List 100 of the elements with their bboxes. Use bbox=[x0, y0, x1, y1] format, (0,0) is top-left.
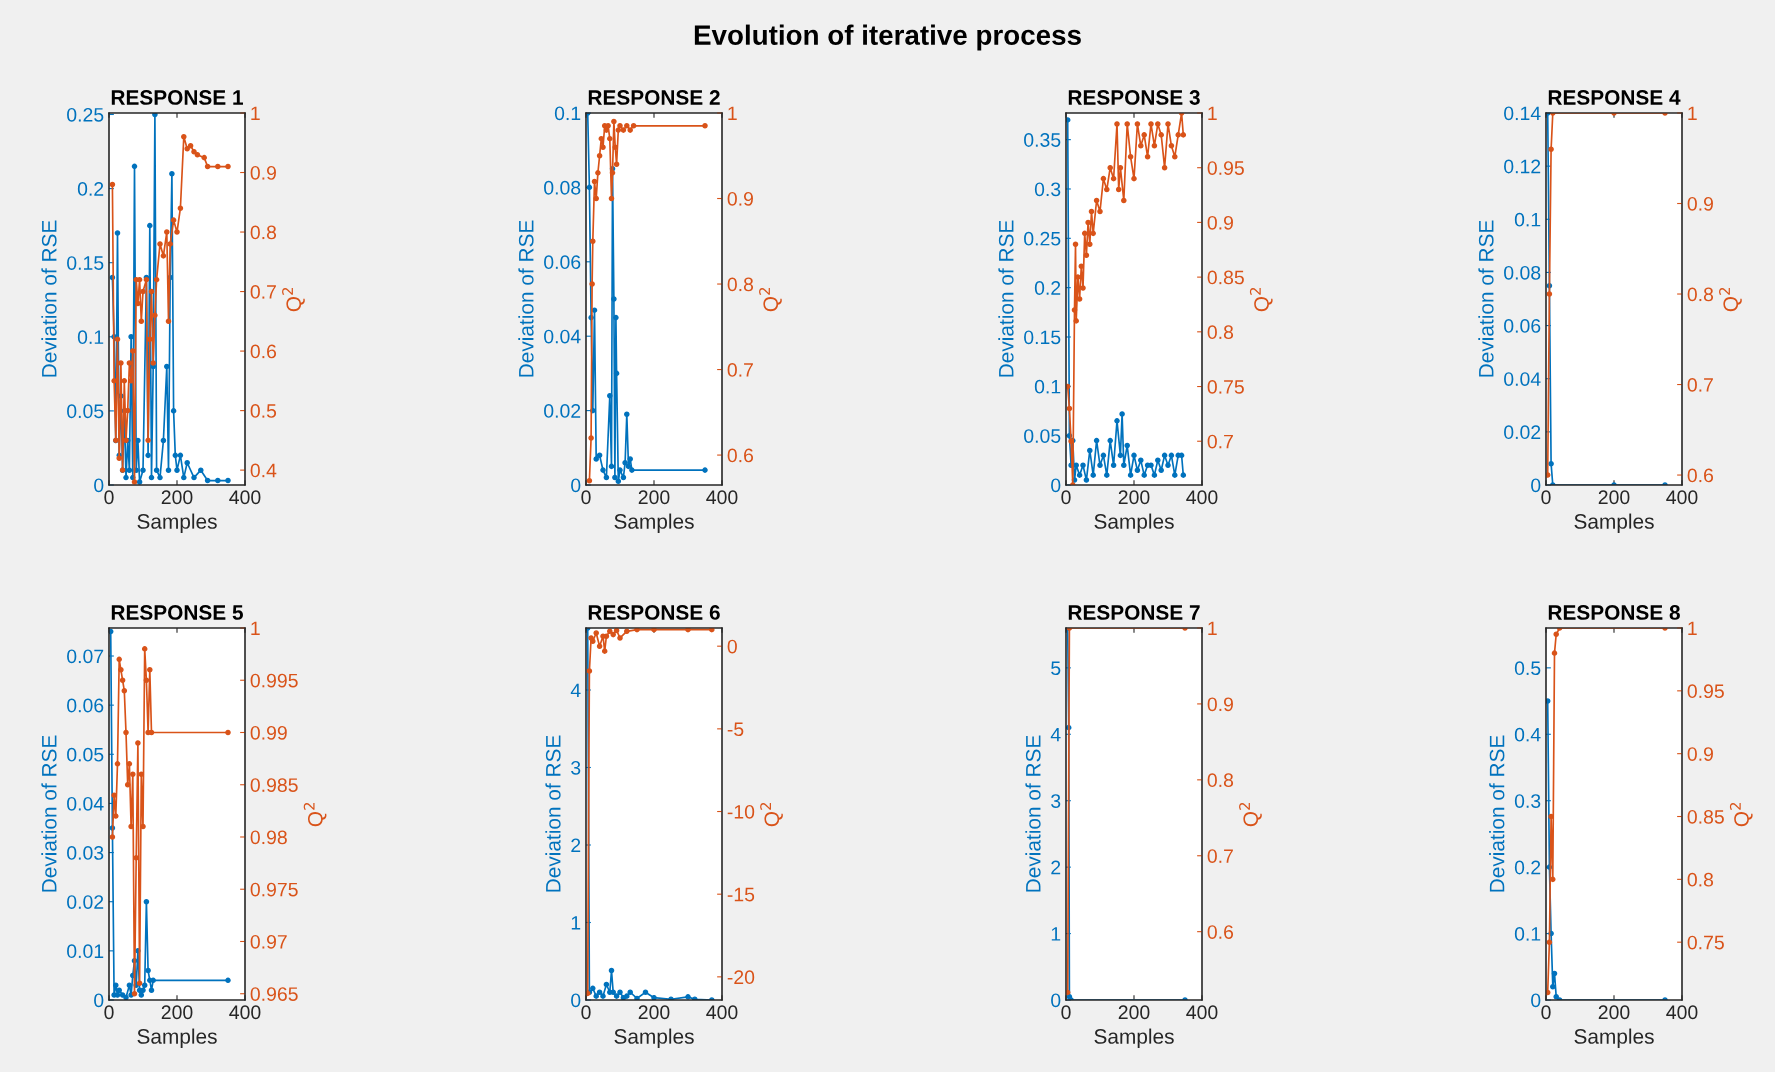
y2-tick-label: 0.7 bbox=[727, 363, 753, 377]
y-tick-label: 0.2 bbox=[1034, 281, 1061, 295]
chart-title: RESPONSE 6 bbox=[588, 605, 720, 620]
y2-tick-label: 1 bbox=[1208, 621, 1217, 636]
y2-tick-label: 0.965 bbox=[250, 987, 298, 1001]
y2-tick-label: 0.9 bbox=[1687, 196, 1713, 211]
y-tick-label: 1 bbox=[1051, 927, 1061, 941]
y2-tick-label: 0.995 bbox=[250, 673, 298, 688]
y-tick-label: 0.1 bbox=[77, 330, 104, 345]
x-tick-label: 400 bbox=[1186, 490, 1218, 505]
y2-tick-label: 1 bbox=[251, 621, 260, 636]
y2-tick-label: 0.85 bbox=[1207, 270, 1244, 285]
y2-tick-label: 0.98 bbox=[250, 830, 287, 845]
chart-title: RESPONSE 1 bbox=[111, 90, 243, 105]
x-tick-label: 200 bbox=[161, 490, 193, 505]
y-tick-label: 0.1 bbox=[1514, 927, 1541, 941]
y2-tick-label: 0.9 bbox=[250, 165, 276, 180]
y-tick-label: 0.1 bbox=[554, 106, 581, 121]
y-axis-title: Deviation of RSE bbox=[518, 220, 534, 377]
y-tick-label: 0.02 bbox=[67, 895, 104, 909]
y2-tick-label: 0.8 bbox=[1687, 872, 1714, 887]
y-axis-title: Deviation of RSE bbox=[998, 220, 1014, 377]
y-tick-label: 0 bbox=[571, 993, 581, 1008]
y-tick-label: 0.07 bbox=[67, 649, 104, 664]
y2-tick-label: 0.8 bbox=[1687, 287, 1714, 302]
x-tick-label: 0 bbox=[1541, 1005, 1551, 1020]
y2-tick-label: 0.7 bbox=[250, 285, 276, 299]
y-tick-label: 0.08 bbox=[544, 180, 581, 195]
y-tick-label: 0.25 bbox=[67, 107, 104, 122]
x-axis-title: Samples bbox=[137, 1028, 217, 1048]
y2-tick-label: 0.7 bbox=[1687, 378, 1713, 392]
text: Evolution of iterative process bbox=[694, 24, 1081, 51]
y-tick-label: 0.4 bbox=[1514, 727, 1541, 742]
y-tick-label: 0 bbox=[1051, 993, 1061, 1008]
y-tick-label: 0.06 bbox=[544, 255, 581, 270]
y-tick-label: 4 bbox=[1050, 727, 1061, 742]
y-tick-label: 0.04 bbox=[1504, 372, 1541, 386]
y2-tick-label: 0.9 bbox=[1207, 215, 1233, 230]
y-tick-label: 0.3 bbox=[1034, 182, 1061, 197]
x-tick-label: 200 bbox=[161, 1005, 193, 1020]
y-tick-label: 1 bbox=[571, 916, 581, 930]
y2-tick-label: -10 bbox=[727, 804, 755, 819]
x-tick-label: 200 bbox=[638, 1005, 670, 1020]
x-tick-label: 400 bbox=[229, 490, 261, 505]
y-tick-label: 0 bbox=[94, 993, 104, 1008]
y-tick-label: 2 bbox=[571, 838, 581, 853]
chart-title: RESPONSE 5 bbox=[111, 605, 243, 620]
y-tick-label: 0.04 bbox=[544, 329, 581, 344]
y2-axis-title: Q$^{2}$ bbox=[1249, 288, 1273, 312]
y2-tick-label: 0.985 bbox=[250, 778, 298, 792]
x-axis-title: Samples bbox=[137, 513, 217, 533]
y-tick-label: 0.12 bbox=[1504, 159, 1541, 174]
x-tick-label: 400 bbox=[706, 490, 738, 505]
x-tick-label: 0 bbox=[1061, 490, 1071, 505]
y-tick-label: 0 bbox=[1531, 478, 1541, 493]
x-axis-title: Samples bbox=[614, 513, 694, 533]
y2-tick-label: 0.8 bbox=[250, 225, 277, 240]
y2-tick-label: 1 bbox=[1688, 106, 1697, 121]
y2-axis-title: Q$^{2}$ bbox=[1729, 803, 1753, 827]
x-axis-title: Samples bbox=[1094, 513, 1174, 533]
y2-tick-label: 0.97 bbox=[250, 934, 287, 949]
y2-axis-title: Q$^{2}$ bbox=[1239, 803, 1262, 827]
y2-tick-label: 0.7 bbox=[1207, 849, 1233, 863]
y-tick-label: 0 bbox=[94, 478, 104, 493]
y2-tick-label: 0 bbox=[727, 639, 737, 654]
y-axis-title: Deviation of RSE bbox=[41, 735, 57, 892]
x-tick-label: 200 bbox=[1598, 490, 1630, 505]
y-tick-label: 0.5 bbox=[1514, 661, 1541, 676]
y2-axis-title: Q$^{2}$ bbox=[303, 803, 327, 827]
y2-tick-label: 1 bbox=[251, 106, 260, 121]
y2-tick-label: 0.7 bbox=[1207, 434, 1233, 449]
x-tick-label: 0 bbox=[1541, 490, 1551, 505]
x-axis-title: Samples bbox=[1094, 1028, 1174, 1048]
y-axis-title: Deviation of RSE bbox=[545, 735, 561, 892]
y-tick-label: 3 bbox=[1051, 794, 1061, 808]
y2-tick-label: 1 bbox=[728, 106, 737, 121]
x-tick-label: 0 bbox=[581, 1005, 591, 1020]
y2-tick-label: 0.8 bbox=[727, 277, 754, 292]
y2-tick-label: 0.6 bbox=[1687, 468, 1714, 483]
y-tick-label: 0 bbox=[1531, 993, 1541, 1008]
y2-axis-title: Q$^{2}$ bbox=[760, 803, 783, 827]
y-tick-label: 0.1 bbox=[1514, 212, 1541, 227]
y2-tick-label: 0.5 bbox=[250, 404, 277, 418]
y2-tick-label: 1 bbox=[1688, 621, 1697, 636]
y2-axis-title: Q$^{2}$ bbox=[1719, 288, 1742, 312]
y-tick-label: 5 bbox=[1051, 661, 1061, 676]
x-axis-title: Samples bbox=[1574, 513, 1654, 533]
x-tick-label: 200 bbox=[638, 490, 670, 505]
chart-title: RESPONSE 4 bbox=[1548, 90, 1681, 105]
y2-tick-label: -20 bbox=[727, 970, 755, 985]
x-tick-label: 0 bbox=[581, 490, 591, 505]
y-axis-title: Deviation of RSE bbox=[1478, 220, 1494, 377]
chart-title: RESPONSE 8 bbox=[1548, 605, 1680, 620]
x-tick-label: 400 bbox=[1666, 490, 1698, 505]
y-axis-title: Deviation of RSE bbox=[1489, 735, 1505, 892]
y-tick-label: 0.08 bbox=[1504, 265, 1541, 280]
y-tick-label: 4 bbox=[570, 683, 581, 698]
y-tick-label: 0.04 bbox=[67, 796, 104, 811]
y-tick-label: 0.14 bbox=[1504, 106, 1541, 121]
y-tick-label: 0.1 bbox=[1034, 379, 1061, 394]
